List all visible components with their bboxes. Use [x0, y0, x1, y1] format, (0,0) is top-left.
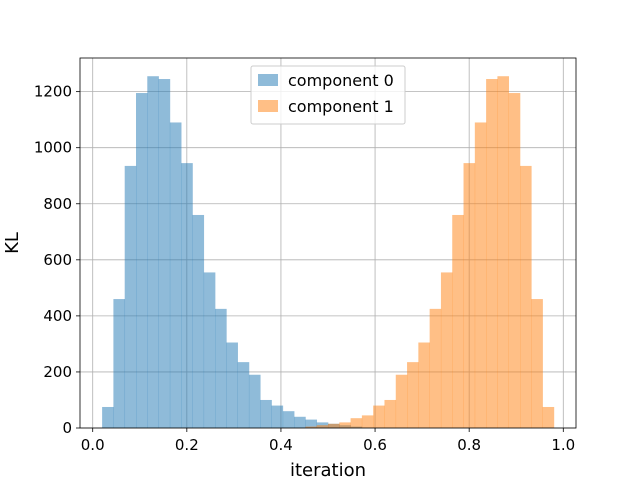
- bar-component-1-bin-26: [395, 374, 408, 428]
- bar-component-0-bin-5: [158, 79, 171, 428]
- bar-component-0-bin-15: [271, 405, 284, 428]
- bar-component-1-bin-21: [339, 422, 351, 428]
- bar-component-1-bin-29: [429, 308, 442, 428]
- bar-component-0-bin-10: [215, 308, 227, 428]
- bar-component-1-bin-34: [486, 79, 498, 428]
- legend-label-component-0: component 0: [288, 71, 394, 90]
- bar-component-1-bin-24: [373, 405, 385, 428]
- bar-component-0-bin-8: [192, 214, 205, 428]
- y-tick-label: 600: [43, 251, 72, 269]
- y-tick-label: 0: [62, 419, 72, 437]
- bar-component-1-bin-30: [440, 272, 453, 428]
- bar-component-0-bin-2: [124, 165, 137, 428]
- x-tick-label: 0.2: [175, 436, 199, 454]
- bar-component-0-bin-0: [102, 406, 114, 428]
- bar-component-1-bin-39: [542, 406, 555, 428]
- y-tick-label: 200: [43, 363, 72, 381]
- bar-component-1-bin-18: [305, 426, 318, 428]
- legend: component 0 component 1: [250, 65, 406, 125]
- x-axis-label: iteration: [290, 460, 366, 480]
- plot-frame: [79, 57, 577, 429]
- bar-component-1-bin-20: [328, 423, 340, 428]
- x-tick-label: 0.0: [81, 436, 105, 454]
- bar-component-1-bin-32: [463, 163, 476, 428]
- x-tick-label: 1.0: [551, 436, 575, 454]
- x-tick-label: 0.4: [269, 436, 293, 454]
- bar-component-1-bin-36: [508, 93, 521, 429]
- legend-swatch-component-1: [258, 100, 278, 112]
- y-axis-label: KL: [2, 232, 23, 254]
- bar-component-1-bin-27: [407, 362, 419, 428]
- bar-component-1-bin-23: [361, 415, 374, 428]
- y-tick-label: 400: [43, 307, 72, 325]
- y-tick-label: 1000: [34, 139, 72, 157]
- bar-component-1-bin-22: [350, 418, 363, 428]
- bar-component-0-bin-11: [226, 342, 238, 428]
- y-tick-label: 1200: [34, 83, 72, 101]
- bar-component-0-bin-4: [147, 76, 159, 428]
- bar-component-1-bin-25: [384, 399, 397, 428]
- bar-component-0-bin-3: [136, 93, 148, 429]
- bar-component-1-bin-31: [452, 214, 464, 428]
- bar-component-0-bin-9: [203, 272, 216, 428]
- legend-label-component-1: component 1: [288, 97, 394, 116]
- axes: [79, 57, 577, 429]
- y-tick-label: 800: [43, 195, 72, 213]
- bar-component-0-bin-17: [294, 416, 306, 428]
- bar-component-1-bin-35: [497, 76, 510, 428]
- bar-component-0-bin-16: [282, 411, 295, 428]
- bar-component-1-bin-19: [316, 425, 329, 428]
- bar-component-0-bin-7: [181, 163, 193, 428]
- legend-frame: [250, 65, 406, 125]
- x-tick-label: 0.8: [457, 436, 481, 454]
- tick-labels: 0.0 0.2 0.4 0.6 0.8 1.0 0 200 400 600 800 1000 1200: [34, 83, 575, 454]
- bar-component-0-bin-14: [260, 399, 272, 428]
- bar-component-1-bin-33: [474, 122, 487, 428]
- legend-swatch-component-0: [258, 74, 278, 86]
- histogram-bars: [102, 76, 555, 429]
- bar-component-1-bin-38: [531, 299, 543, 428]
- bar-component-1-bin-28: [418, 342, 430, 428]
- bar-component-0-bin-12: [237, 362, 250, 428]
- bar-component-0-bin-18: [305, 419, 318, 428]
- bar-component-0-bin-13: [248, 374, 261, 428]
- x-tick-label: 0.6: [363, 436, 387, 454]
- bar-component-0-bin-1: [113, 299, 126, 428]
- bar-component-0-bin-6: [169, 122, 182, 428]
- bar-component-1-bin-37: [520, 165, 532, 428]
